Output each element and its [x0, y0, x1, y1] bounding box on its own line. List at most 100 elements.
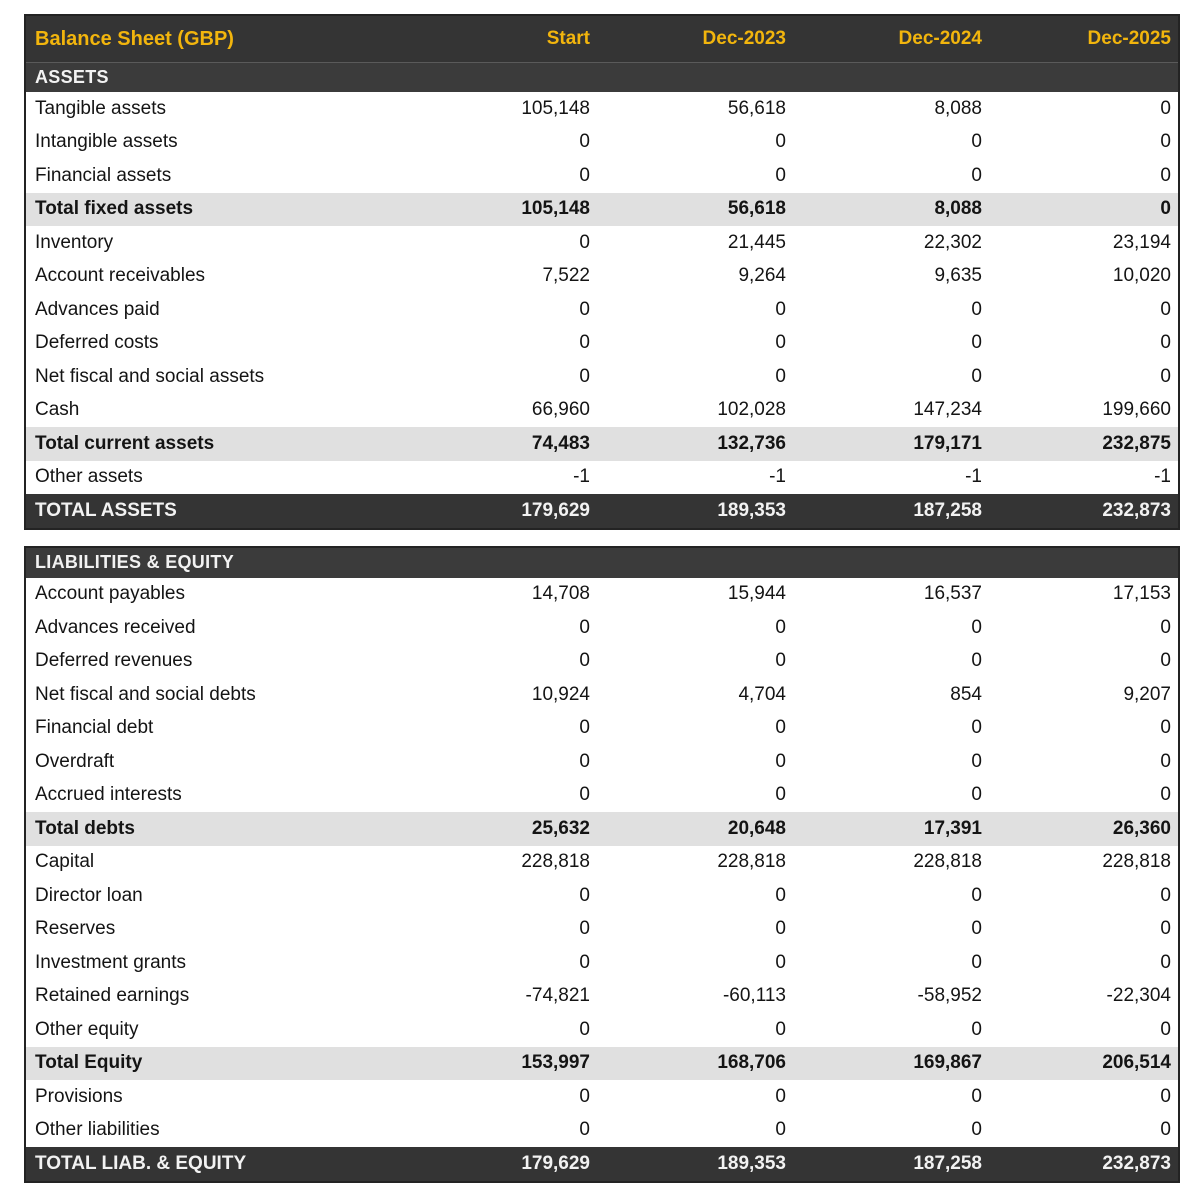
row-value: 199,660 — [1102, 399, 1171, 421]
section-title: ASSETS — [35, 67, 109, 87]
row-value: 0 — [971, 650, 982, 672]
row-value: 0 — [775, 298, 786, 320]
assets-table: Balance Sheet (GBP) Start Dec-2023 Dec-2… — [24, 14, 1180, 530]
row-label: Cash — [35, 399, 80, 421]
table-row: Provisions 0 0 0 0 — [26, 1080, 1178, 1114]
row-value: 0 — [1160, 1018, 1171, 1040]
row-value: 187,258 — [913, 499, 982, 521]
row-label: Director loan — [35, 884, 143, 906]
row-value: 147,234 — [913, 399, 982, 421]
row-value: 105,148 — [521, 198, 590, 220]
row-value: 0 — [971, 884, 982, 906]
column-header-dec-2025: Dec-2025 — [1087, 28, 1171, 49]
section-header-liabilities-equity: LIABILITIES & EQUITY — [26, 547, 1178, 578]
row-label: Other assets — [35, 466, 143, 488]
row-value: 21,445 — [727, 231, 786, 253]
row-label: Account payables — [35, 583, 185, 605]
row-value: 0 — [775, 784, 786, 806]
row-value: 0 — [1160, 198, 1171, 220]
row-label: Other equity — [35, 1018, 139, 1040]
row-value: 0 — [579, 164, 590, 186]
column-header-start: Start — [546, 28, 590, 49]
row-value: 0 — [579, 1085, 590, 1107]
table-row: Net fiscal and social debts 10,924 4,704 8… — [26, 678, 1178, 712]
row-value: -60,113 — [722, 985, 786, 1007]
row-value: 232,875 — [1102, 432, 1171, 454]
row-value: 0 — [971, 784, 982, 806]
table-row: Other assets -1 -1 -1 -1 — [26, 460, 1178, 494]
row-value: 0 — [1160, 717, 1171, 739]
liabilities-equity-table: LIABILITIES & EQUITY Account payables 14… — [24, 545, 1180, 1183]
balance-sheet-page: Balance Sheet (GBP) Start Dec-2023 Dec-2… — [24, 14, 1180, 1183]
row-value: 0 — [579, 231, 590, 253]
row-value: -1 — [573, 466, 590, 488]
table-row: Reserves 0 0 0 0 — [26, 912, 1178, 946]
row-value: 0 — [971, 1085, 982, 1107]
table-row: Overdraft 0 0 0 0 — [26, 745, 1178, 779]
row-value: 0 — [579, 951, 590, 973]
row-value: 0 — [579, 1119, 590, 1141]
row-label: Total Equity — [35, 1052, 143, 1074]
row-value: 56,618 — [727, 198, 786, 220]
assets-rows: Tangible assets 105,148 56,618 8,088 0 Inta… — [26, 92, 1178, 528]
row-value: 0 — [971, 717, 982, 739]
table-row: Capital 228,818 228,818 228,818 228,818 — [26, 845, 1178, 879]
row-value: 228,818 — [717, 851, 786, 873]
row-value: 0 — [775, 1018, 786, 1040]
row-value: 9,264 — [738, 265, 786, 287]
table-header-row: Balance Sheet (GBP) Start Dec-2023 Dec-2… — [26, 16, 1178, 62]
row-value: 0 — [1160, 365, 1171, 387]
table-row: Advances received 0 0 0 0 — [26, 611, 1178, 645]
row-value: 232,873 — [1102, 499, 1171, 521]
liabilities-equity-rows: Account payables 14,708 15,944 16,537 17,15… — [26, 577, 1178, 1181]
row-label: Reserves — [35, 918, 116, 940]
row-label: Intangible assets — [35, 131, 178, 153]
row-value: 0 — [775, 1119, 786, 1141]
row-value: 0 — [971, 131, 982, 153]
row-value: 168,706 — [717, 1052, 786, 1074]
table-row: Net fiscal and social assets 0 0 0 0 — [26, 360, 1178, 394]
row-value: 206,514 — [1102, 1052, 1171, 1074]
row-value: 10,020 — [1112, 265, 1171, 287]
table-row: Total current assets 74,483 132,736 179,17… — [26, 427, 1178, 461]
table-row: Total debts 25,632 20,648 17,391 26,360 — [26, 812, 1178, 846]
table-row: Retained earnings -74,821 -60,113 -58,952 -… — [26, 979, 1178, 1013]
row-value: 132,736 — [717, 432, 786, 454]
row-value: 23,194 — [1112, 231, 1171, 253]
row-value: 0 — [1160, 784, 1171, 806]
section-gap — [24, 529, 1180, 546]
row-value: 232,873 — [1102, 1152, 1171, 1174]
row-label: Account receivables — [35, 265, 206, 287]
row-value: 0 — [579, 298, 590, 320]
row-label: Overdraft — [35, 750, 115, 772]
row-label: Deferred revenues — [35, 650, 193, 672]
column-header-dec-2024: Dec-2024 — [898, 28, 982, 49]
row-value: 0 — [971, 1018, 982, 1040]
row-value: 0 — [579, 365, 590, 387]
row-value: 0 — [775, 717, 786, 739]
row-value: 0 — [1160, 750, 1171, 772]
row-value: 0 — [1160, 951, 1171, 973]
table-row: Accrued interests 0 0 0 0 — [26, 778, 1178, 812]
row-value: 0 — [1160, 884, 1171, 906]
table-row: Investment grants 0 0 0 0 — [26, 946, 1178, 980]
row-value: 9,207 — [1123, 683, 1171, 705]
row-value: 0 — [1160, 650, 1171, 672]
row-value: 17,391 — [923, 817, 982, 839]
row-value: -1 — [1154, 466, 1171, 488]
row-value: 0 — [579, 884, 590, 906]
row-value: 0 — [971, 365, 982, 387]
row-label: Advances paid — [35, 298, 160, 320]
table-row: Advances paid 0 0 0 0 — [26, 293, 1178, 327]
row-label: Capital — [35, 851, 95, 873]
table-row: Tangible assets 105,148 56,618 8,088 0 — [26, 92, 1178, 126]
row-value: 0 — [971, 332, 982, 354]
section-title: LIABILITIES & EQUITY — [35, 552, 235, 572]
row-value: 0 — [1160, 131, 1171, 153]
row-value: 4,704 — [738, 683, 786, 705]
row-value: 0 — [1160, 1119, 1171, 1141]
table-row: Account receivables 7,522 9,264 9,635 10,02… — [26, 259, 1178, 293]
row-value: 56,618 — [727, 97, 786, 119]
row-value: -1 — [769, 466, 786, 488]
row-value: 169,867 — [913, 1052, 982, 1074]
